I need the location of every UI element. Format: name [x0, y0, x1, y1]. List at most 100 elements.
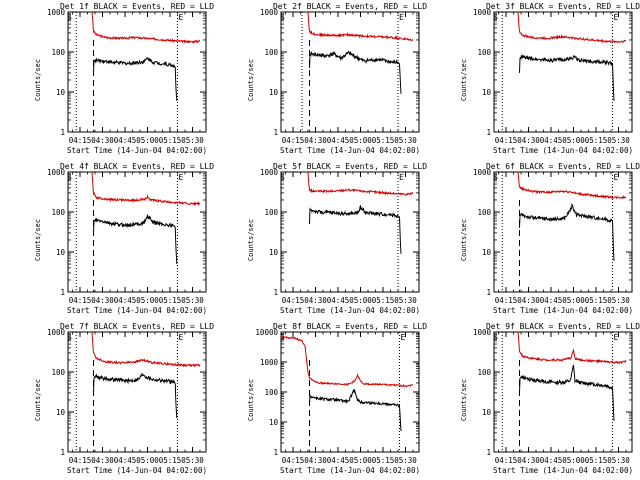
y-tick-label: 1 [273, 128, 278, 137]
events-series-line [309, 50, 402, 94]
y-tick-label: 100 [51, 368, 65, 377]
y-axis-label: Counts/sec [460, 219, 468, 261]
y-tick-label: 1 [486, 128, 491, 137]
x-tick-label: 05:30 [607, 456, 630, 465]
x-tick-label: 05:00 [136, 136, 159, 145]
chart-title: Det 7f BLACK = Events, RED = LLD [60, 322, 214, 331]
x-tick-label: 05:00 [562, 456, 585, 465]
lld-series-line [307, 12, 414, 42]
y-tick-label: 10 [482, 88, 492, 97]
y-tick-label: 100 [51, 208, 65, 217]
x-tick-label: 04:45 [327, 136, 350, 145]
x-axis-label: Start Time (14-Jun-04 04:02:00) [280, 466, 420, 475]
end-marker-label: E [399, 173, 404, 182]
x-tick-label: 04:45 [114, 456, 137, 465]
x-axis-label: Start Time (14-Jun-04 04:02:00) [493, 146, 633, 155]
chart-panel: Det 8f BLACK = Events, RED = LLD 1 10 100 10… [247, 322, 427, 475]
x-tick-label: 04:30 [517, 456, 540, 465]
events-series-line [93, 57, 178, 101]
x-axis-label: Start Time (14-Jun-04 04:02:00) [280, 146, 420, 155]
y-tick-label: 1000 [473, 168, 492, 177]
x-tick-label: 05:30 [607, 136, 630, 145]
x-tick-label: 04:30 [304, 296, 327, 305]
end-marker-label: E [179, 333, 184, 342]
x-tick-label: 05:00 [349, 456, 372, 465]
x-tick-label: 04:30 [517, 296, 540, 305]
x-tick-label: 04:15 [69, 136, 92, 145]
x-tick-label: 04:15 [69, 296, 92, 305]
x-tick-label: 04:30 [91, 296, 114, 305]
x-axis-label: Start Time (14-Jun-04 04:02:00) [280, 306, 420, 315]
y-tick-label: 1000 [473, 328, 492, 337]
x-tick-label: 05:30 [607, 296, 630, 305]
y-tick-label: 1 [486, 448, 491, 457]
chart-title: Det 6f BLACK = Events, RED = LLD [486, 162, 640, 171]
events-series-line [309, 388, 402, 432]
chart-panel: Det 9f BLACK = Events, RED = LLD 1 10 100 10… [460, 322, 640, 475]
y-axis-label: Counts/sec [460, 379, 468, 421]
y-tick-label: 1 [486, 288, 491, 297]
x-axis-label: Start Time (14-Jun-04 04:02:00) [493, 306, 633, 315]
y-tick-label: 10 [269, 88, 279, 97]
x-tick-label: 05:15 [372, 136, 395, 145]
y-tick-label: 10 [56, 248, 66, 257]
x-tick-label: 05:15 [159, 456, 182, 465]
lld-series-line [91, 172, 201, 207]
start-marker-label: S [280, 13, 285, 22]
y-tick-label: 1000 [473, 8, 492, 17]
chart-title: Det 8f BLACK = Events, RED = LLD [273, 322, 427, 331]
y-tick-label: 1000 [47, 8, 66, 17]
start-marker-label: S [67, 173, 72, 182]
y-tick-label: 10 [482, 408, 492, 417]
events-series-line [93, 214, 178, 265]
y-tick-label: 10 [269, 248, 279, 257]
chart-title: Det 2f BLACK = Events, RED = LLD [273, 2, 427, 11]
y-tick-label: 1 [273, 288, 278, 297]
y-tick-label: 1 [60, 288, 65, 297]
x-tick-label: 04:45 [540, 456, 563, 465]
x-tick-label: 05:00 [349, 136, 372, 145]
end-marker-label: E [179, 13, 184, 22]
x-tick-label: 05:00 [136, 296, 159, 305]
x-tick-label: 05:15 [585, 456, 608, 465]
chart-panel: Det 7f BLACK = Events, RED = LLD 1 10 100 10… [34, 322, 214, 475]
x-axis-label: Start Time (14-Jun-04 04:02:00) [493, 466, 633, 475]
end-marker-label: E [401, 333, 406, 342]
y-axis-label: Counts/sec [247, 379, 255, 421]
y-tick-label: 10 [56, 408, 66, 417]
x-tick-label: 04:30 [517, 136, 540, 145]
x-tick-label: 04:45 [114, 296, 137, 305]
end-marker-label: E [614, 333, 619, 342]
start-marker-label: S [67, 333, 72, 342]
plot-frame [67, 331, 207, 453]
x-axis-label: Start Time (14-Jun-04 04:02:00) [67, 306, 207, 315]
chart-panel: Det 5f BLACK = Events, RED = LLD 1 10 100 10… [247, 162, 427, 315]
x-tick-label: 05:30 [394, 456, 417, 465]
y-axis-label: Counts/sec [34, 379, 42, 421]
y-tick-label: 100 [264, 388, 278, 397]
chart-title: Det 9f BLACK = Events, RED = LLD [486, 322, 640, 331]
y-axis-label: Counts/sec [247, 59, 255, 101]
lld-series-line [517, 12, 627, 44]
events-series-line [93, 372, 178, 419]
y-axis-label: Counts/sec [34, 59, 42, 101]
y-tick-label: 10000 [255, 328, 278, 337]
plot-frame [280, 11, 420, 133]
series-layer [307, 172, 414, 254]
series-layer [91, 332, 201, 419]
x-tick-label: 05:00 [562, 296, 585, 305]
y-axis-label: Counts/sec [247, 219, 255, 261]
y-tick-label: 100 [477, 368, 491, 377]
x-tick-label: 04:15 [495, 296, 518, 305]
x-tick-label: 04:45 [327, 296, 350, 305]
plot-frame [280, 171, 420, 293]
chart-title: Det 1f BLACK = Events, RED = LLD [60, 2, 214, 11]
series-layer [307, 12, 414, 94]
x-tick-label: 05:15 [159, 296, 182, 305]
plot-frame [280, 331, 420, 453]
series-layer [517, 12, 627, 101]
x-tick-label: 04:30 [91, 456, 114, 465]
chart-title: Det 4f BLACK = Events, RED = LLD [60, 162, 214, 171]
events-series-line [309, 204, 402, 254]
